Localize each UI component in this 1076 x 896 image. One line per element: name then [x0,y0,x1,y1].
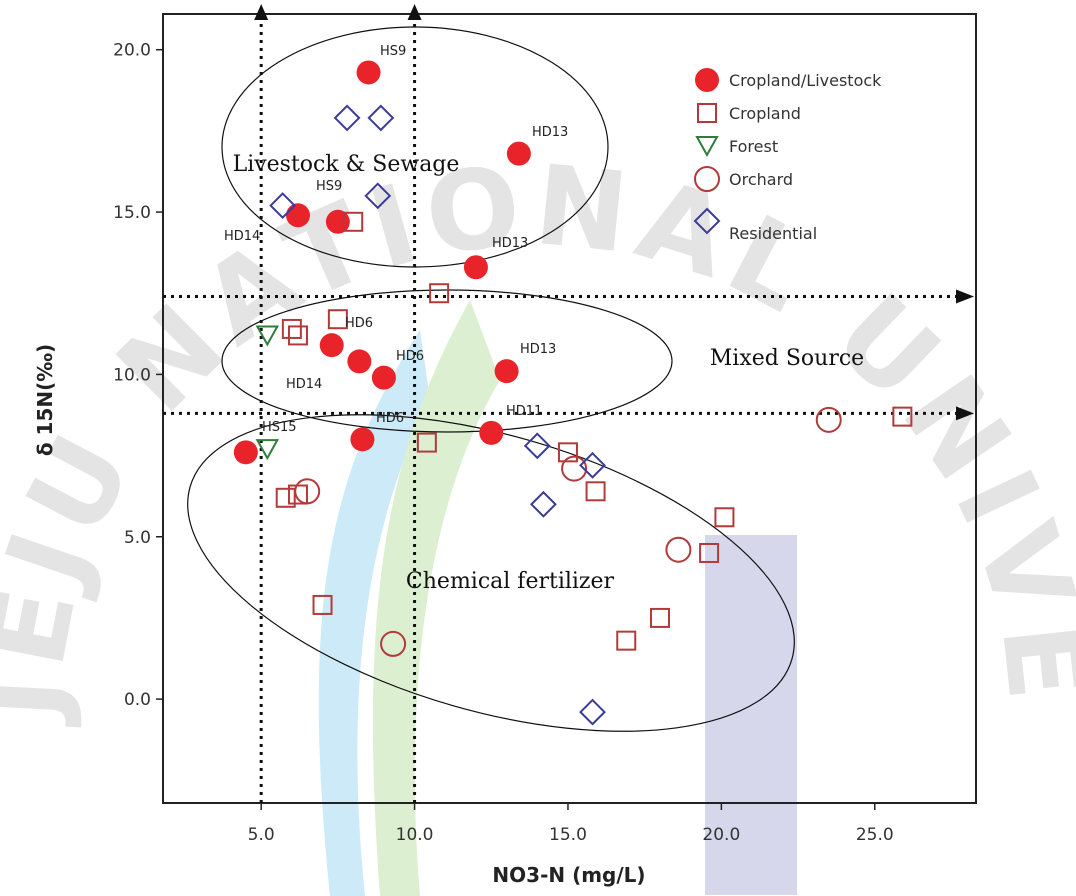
point [294,478,321,505]
point [665,536,692,563]
point-label: HD11 [506,404,542,419]
point-label: HD6 [376,411,404,426]
point [319,333,344,358]
legend-marker [694,166,720,192]
region-ellipse [221,289,673,433]
point [463,255,488,280]
logo-stripe [372,300,500,896]
point [281,318,302,339]
x-tick-label: 20.0 [702,825,740,845]
arrowhead [254,4,269,20]
point [233,440,258,465]
y-tick-label: 20.0 [113,41,151,61]
point [287,484,308,505]
point [364,182,392,210]
point [380,630,407,657]
watermark-text: JEJU NATIONAL UNIVERSITY 1952 [0,0,1076,728]
region-label: Livestock & Sewage [233,152,460,177]
legend-label: Orchard [729,170,793,189]
point-label: HD13 [492,236,528,251]
point [561,455,588,482]
legend-label: Cropland [729,104,801,123]
point [714,507,735,528]
point [312,594,333,615]
point [579,451,606,479]
point [367,104,395,132]
point [269,192,297,219]
point [494,359,519,384]
y-tick-label: 10.0 [113,365,151,385]
point [616,630,637,651]
y-tick-label: 0.0 [124,690,151,710]
point [333,104,361,132]
point [327,309,348,330]
point [356,60,381,85]
point [287,325,308,346]
x-tick-label: 10.0 [396,825,434,845]
legend-marker [695,68,719,92]
point-label: HD13 [520,342,556,357]
legend-label: Forest [729,137,778,156]
point [815,406,842,433]
x-axis-title: NO3-N (mg/L) [492,863,645,887]
logo-block [705,535,797,895]
region-ellipse [187,414,795,732]
point-label: HD6 [396,349,424,364]
logo-stripe [318,330,430,896]
x-tick-label: 25.0 [856,825,894,845]
point [530,490,557,518]
region-label: Mixed Source [710,346,864,371]
point-label: HD6 [345,316,373,331]
background-logo [318,300,797,896]
point [416,432,437,453]
point-label: HS9 [316,179,342,194]
x-tick-label: 15.0 [549,825,587,845]
y-axis-title: δ 15N(‰) [33,344,57,456]
legend-marker [693,207,721,235]
watermark: JEJU NATIONAL UNIVERSITY 1952 [0,0,1076,728]
point-label: HD14 [286,377,322,392]
point [523,432,551,460]
point-label: HD14 [224,229,260,244]
point [285,203,310,228]
y-tick-label: 5.0 [124,528,151,548]
point [255,325,280,347]
legend-marker [695,136,719,158]
legend-label: Cropland/Livestock [729,71,882,90]
point [343,211,364,232]
point-label: HS9 [380,44,406,59]
point [347,349,372,374]
point [557,442,578,463]
point [699,542,720,563]
point [585,481,606,502]
arrowhead [407,4,422,20]
legend-marker [697,103,717,123]
region-label: Chemical fertilizer [406,569,615,594]
point [506,141,531,166]
arrowhead [956,289,974,304]
point [371,365,396,390]
x-tick-label: 5.0 [248,825,275,845]
point [579,698,606,726]
point-label: HS15 [262,420,297,435]
point [275,487,296,508]
point [479,420,504,445]
legend-label: Residential [729,224,817,243]
point [350,427,375,452]
y-tick-label: 15.0 [113,203,151,223]
point [429,283,450,304]
point-label: HD13 [532,125,568,140]
point [892,406,913,427]
point [650,607,671,628]
plot-frame [162,13,977,804]
arrowhead [956,406,974,421]
point [255,439,280,461]
